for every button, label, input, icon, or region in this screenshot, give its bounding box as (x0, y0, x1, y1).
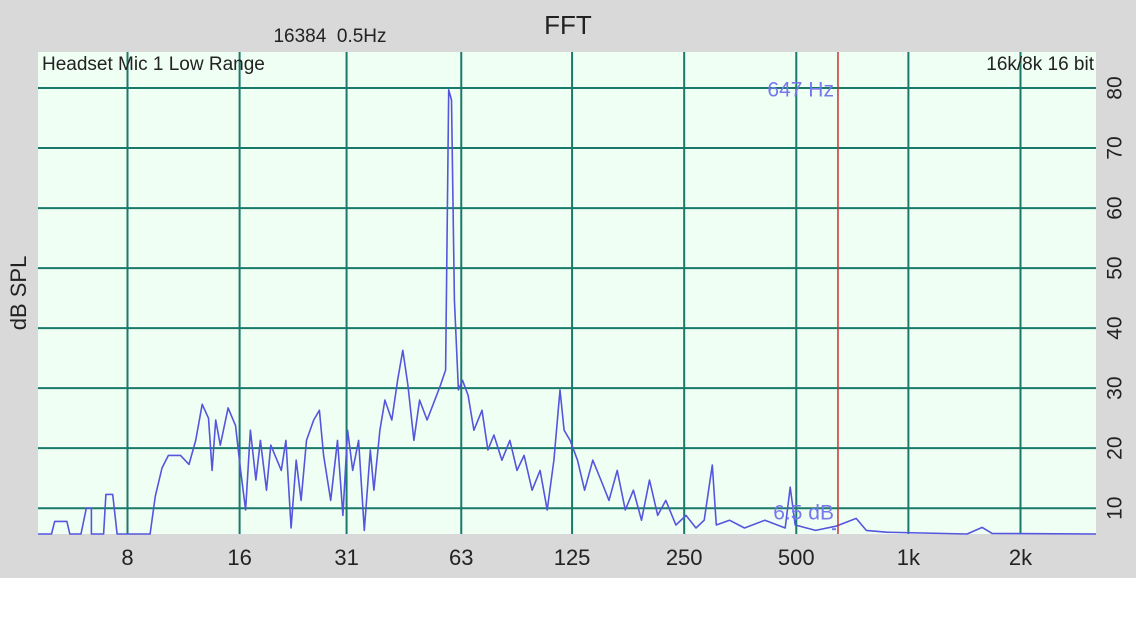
x-tick-label: 63 (449, 545, 473, 570)
y-tick-label: 60 (1104, 196, 1127, 219)
x-tick-label: 1k (897, 545, 921, 570)
y-tick-label: 80 (1104, 76, 1127, 99)
y-axis-label: dB SPL (6, 256, 31, 331)
x-tick-label: 31 (334, 545, 358, 570)
x-tick-label: 125 (554, 545, 591, 570)
y-tick-label: 10 (1104, 497, 1127, 520)
chart-title: FFT (544, 10, 592, 40)
format-label: 16k/8k 16 bit (986, 54, 1094, 75)
y-tick-label: 30 (1104, 376, 1127, 399)
x-tick-label: 2k (1009, 545, 1033, 570)
cursor-level-marker (831, 528, 836, 531)
source-label: Headset Mic 1 Low Range (42, 54, 265, 75)
y-tick-label: 20 (1104, 436, 1127, 459)
cursor-level: 6.5 dB (773, 502, 834, 525)
x-tick-label: 500 (778, 545, 815, 570)
plot-background (38, 52, 1096, 534)
y-tick-label: 50 (1104, 256, 1127, 279)
y-tick-label: 70 (1104, 136, 1127, 159)
cursor-frequency: 647 Hz (767, 79, 834, 102)
x-tick-label: 250 (666, 545, 703, 570)
x-tick-label: 16 (227, 545, 251, 570)
y-tick-label: 40 (1104, 316, 1127, 339)
x-tick-label: 8 (121, 545, 133, 570)
subtitle: 16384 0.5Hz (273, 26, 386, 47)
spectrum-line (38, 89, 1097, 535)
